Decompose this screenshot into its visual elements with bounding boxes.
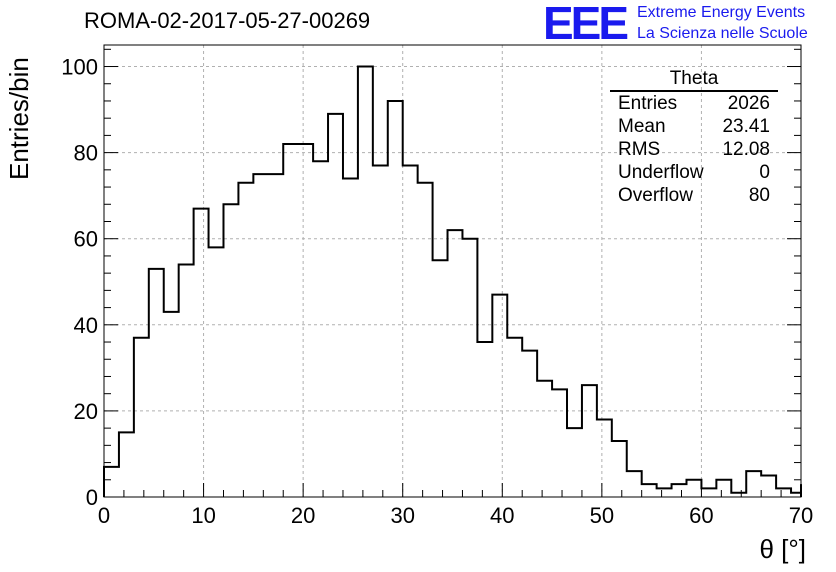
stats-value: 2026 xyxy=(727,93,770,114)
x-tick-label: 50 xyxy=(590,503,614,528)
x-tick-label: 0 xyxy=(98,503,110,528)
logo-line-2: La Scienza nelle Scuole xyxy=(637,25,808,42)
stats-label: Entries xyxy=(618,93,678,114)
plot-frame xyxy=(103,44,802,498)
y-tick-label: 40 xyxy=(74,313,98,338)
stats-title: Theta xyxy=(610,68,778,92)
y-tick-label: 20 xyxy=(74,399,98,424)
y-axis-label: Entries/bin xyxy=(4,57,34,180)
x-tick-label: 20 xyxy=(291,503,315,528)
stats-value: 23.41 xyxy=(722,116,770,137)
stats-label: RMS xyxy=(618,139,661,160)
histogram-line xyxy=(103,65,802,497)
y-tick-label: 60 xyxy=(74,227,98,252)
x-tick-label: 70 xyxy=(789,503,813,528)
stats-row: Entries 2026 xyxy=(610,92,778,115)
logo-line-1: Extreme Energy Events xyxy=(637,4,806,21)
eee-logo: EEE xyxy=(543,0,629,49)
stats-label: Overflow xyxy=(618,185,693,206)
stats-row: RMS 12.08 xyxy=(610,138,778,161)
stats-row: Underflow 0 xyxy=(610,161,778,184)
stats-label: Underflow xyxy=(618,162,704,183)
y-tick-label: 0 xyxy=(86,485,98,510)
x-tick-label: 40 xyxy=(490,503,514,528)
y-tick-label: 80 xyxy=(74,141,98,166)
y-tick-label: 100 xyxy=(61,55,98,80)
stats-value: 12.08 xyxy=(722,139,770,160)
stats-row: Mean 23.41 xyxy=(610,115,778,138)
stats-value: 0 xyxy=(759,162,770,183)
stats-label: Mean xyxy=(618,116,666,137)
x-tick-label: 60 xyxy=(689,503,713,528)
x-axis-label: θ [°] xyxy=(759,534,806,564)
stats-value: 80 xyxy=(748,185,770,206)
stats-box: Theta Entries 2026 Mean 23.41 RMS 12.08 … xyxy=(610,68,778,207)
stats-row: Overflow 80 xyxy=(610,184,778,207)
x-tick-label: 10 xyxy=(191,503,215,528)
x-tick-label: 30 xyxy=(390,503,414,528)
chart-title: ROMA-02-2017-05-27-00269 xyxy=(84,8,371,33)
